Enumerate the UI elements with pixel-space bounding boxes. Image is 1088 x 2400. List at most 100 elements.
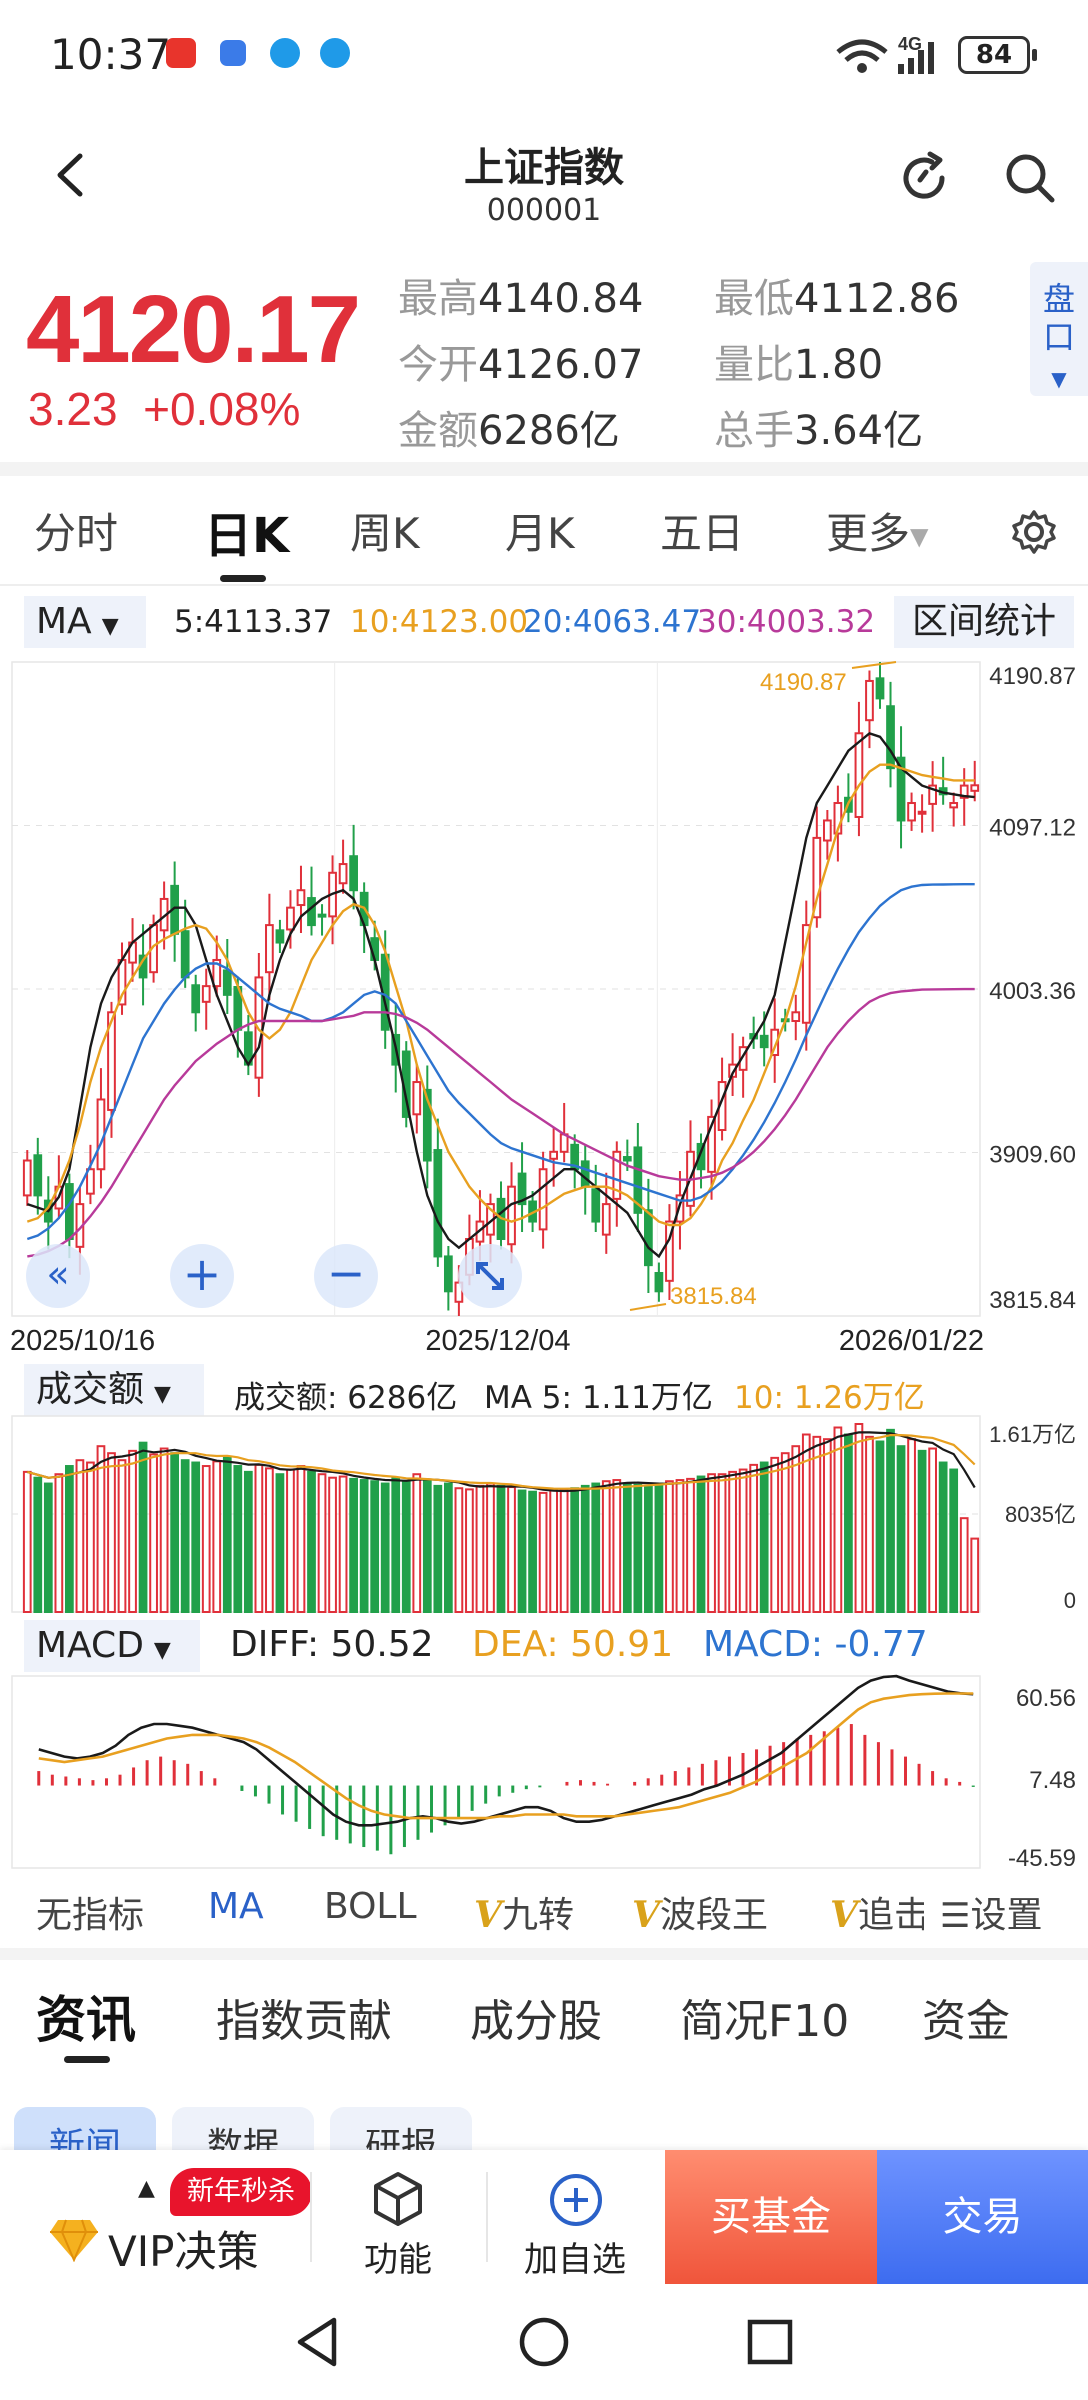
nav-home-icon[interactable] <box>516 2314 572 2370</box>
indicator-none[interactable]: 无指标 <box>36 1895 145 1936</box>
ma20-value: 20:4063.47 <box>523 604 702 640</box>
volume-chart[interactable]: 1.61万亿 8035亿 0 <box>0 1412 1088 1616</box>
volume-bar <box>159 1447 169 1613</box>
volume-bar <box>865 1435 874 1613</box>
candle <box>33 1137 43 1215</box>
candle-body <box>538 1168 548 1231</box>
zoom-out-icon[interactable]: − <box>314 1244 378 1308</box>
volume-bar <box>107 1452 116 1613</box>
volume-bar <box>717 1473 727 1613</box>
candle <box>791 994 801 1041</box>
tab-weekly-k[interactable]: 周K <box>350 509 420 558</box>
y-tick-label: 8035亿 <box>1005 1502 1076 1527</box>
range-stats-button[interactable]: 区间统计 <box>894 596 1074 648</box>
refresh-icon[interactable] <box>896 150 952 206</box>
candle-body <box>738 1046 748 1071</box>
scroll-left-icon[interactable]: « <box>26 1244 90 1308</box>
zoom-in-icon[interactable]: + <box>170 1244 234 1308</box>
y-tick-label: 3909.60 <box>989 1142 1076 1169</box>
volume-bar <box>454 1487 464 1613</box>
volume-bar <box>307 1470 316 1613</box>
candle <box>644 1178 653 1294</box>
gear-icon[interactable] <box>1010 508 1058 556</box>
volume-bar <box>65 1465 74 1614</box>
candle <box>286 890 295 949</box>
macd-selector[interactable]: MACD ▼ <box>24 1620 200 1672</box>
indicator-zhuigao[interactable]: V追击 <box>830 1894 924 1936</box>
volume-bar <box>265 1467 274 1614</box>
volume-bar <box>401 1480 411 1613</box>
tab-intraday[interactable]: 分时 <box>34 509 119 558</box>
candle-body <box>559 1133 569 1153</box>
tab-index-contribution[interactable]: 指数贡献 <box>216 1996 392 2047</box>
candle-body <box>517 1172 527 1206</box>
volume-bar <box>328 1476 337 1614</box>
tab-five-day[interactable]: 五日 <box>660 509 745 558</box>
divider <box>0 1948 1088 1960</box>
volume-bar <box>412 1473 422 1613</box>
ma20-line <box>26 882 975 1241</box>
tab-capital[interactable]: 资金 <box>922 1996 1010 2047</box>
candle-body <box>180 930 190 979</box>
candle <box>696 1133 706 1189</box>
candle <box>896 726 906 849</box>
nav-recents-icon[interactable] <box>742 2314 798 2370</box>
volume-bar <box>770 1456 780 1613</box>
volume-bar <box>854 1423 864 1613</box>
tab-daily-k[interactable]: 日K <box>204 508 290 564</box>
candle-body <box>286 906 295 931</box>
nav-back-icon[interactable] <box>290 2314 346 2370</box>
volume-bar <box>296 1465 306 1614</box>
volume-bar <box>222 1456 232 1613</box>
fullscreen-icon[interactable] <box>458 1244 522 1308</box>
tab-news[interactable]: 资讯 <box>36 1991 136 2049</box>
candle-body <box>422 1088 432 1162</box>
volume-ma5: MA 5: 1.11万亿 <box>484 1380 713 1416</box>
vip-v-icon: V <box>474 1894 502 1936</box>
volume-bar <box>591 1482 601 1613</box>
add-watchlist-icon[interactable] <box>548 2172 604 2228</box>
cube-icon[interactable] <box>370 2170 426 2228</box>
candle <box>917 794 927 833</box>
candle-body <box>791 1011 801 1023</box>
indicator-settings[interactable]: ☰设置 <box>934 1886 1043 1938</box>
candle <box>686 1120 695 1217</box>
add-watchlist-button[interactable]: 加自选 <box>524 2240 626 2280</box>
tab-more[interactable]: 更多▼ <box>826 509 929 558</box>
macd-chart[interactable]: 60.56 7.48 -45.59 <box>0 1672 1088 1872</box>
volume-bar <box>601 1480 611 1613</box>
tab-constituents[interactable]: 成分股 <box>470 1996 602 2047</box>
kline-chart[interactable]: 4190.87 4097.12 4003.36 3909.60 3815.84 2025/… <box>0 650 1088 1362</box>
trade-button[interactable]: 交易 <box>877 2150 1088 2284</box>
y-tick-label: 7.48 <box>1029 1767 1076 1794</box>
volume-bar <box>686 1477 695 1613</box>
candle <box>801 900 811 1051</box>
vip-decision-button[interactable]: VIP决策 <box>108 2227 259 2276</box>
caret-up-icon: ▲ <box>138 2176 155 2201</box>
indicator-boll[interactable]: BOLL <box>324 1886 417 1927</box>
volume-bar <box>138 1441 148 1614</box>
current-price: 4120.17 <box>26 276 361 383</box>
tab-profile-f10[interactable]: 简况F10 <box>680 1996 850 2047</box>
volume-ma10-line <box>27 1434 976 1490</box>
max-annotation: 4190.87 <box>760 669 847 696</box>
indicator-ma[interactable]: MA <box>208 1886 264 1927</box>
volume-bar <box>559 1488 569 1613</box>
candle-body <box>822 819 832 842</box>
volume-selector[interactable]: 成交额 ▼ <box>24 1364 204 1416</box>
browser-notification-icon-2 <box>320 38 350 68</box>
candle <box>412 1064 422 1134</box>
tab-monthly-k[interactable]: 月K <box>505 509 575 558</box>
back-icon[interactable] <box>50 150 90 200</box>
function-button[interactable]: 功能 <box>364 2240 432 2280</box>
buy-fund-button[interactable]: 买基金 <box>665 2150 877 2284</box>
indicator-boduan[interactable]: V波段王 <box>632 1894 768 1936</box>
indicator-jiuzhuan[interactable]: V九转 <box>474 1894 574 1936</box>
search-icon[interactable] <box>1002 150 1058 206</box>
volume-bar <box>443 1482 453 1613</box>
min-annotation: 3815.84 <box>670 1283 757 1310</box>
ma-selector[interactable]: MA ▼ <box>24 596 146 648</box>
candle <box>117 942 127 1015</box>
order-book-button[interactable]: 盘口 ▼ <box>1030 262 1088 396</box>
min-marker-line <box>629 1303 667 1311</box>
